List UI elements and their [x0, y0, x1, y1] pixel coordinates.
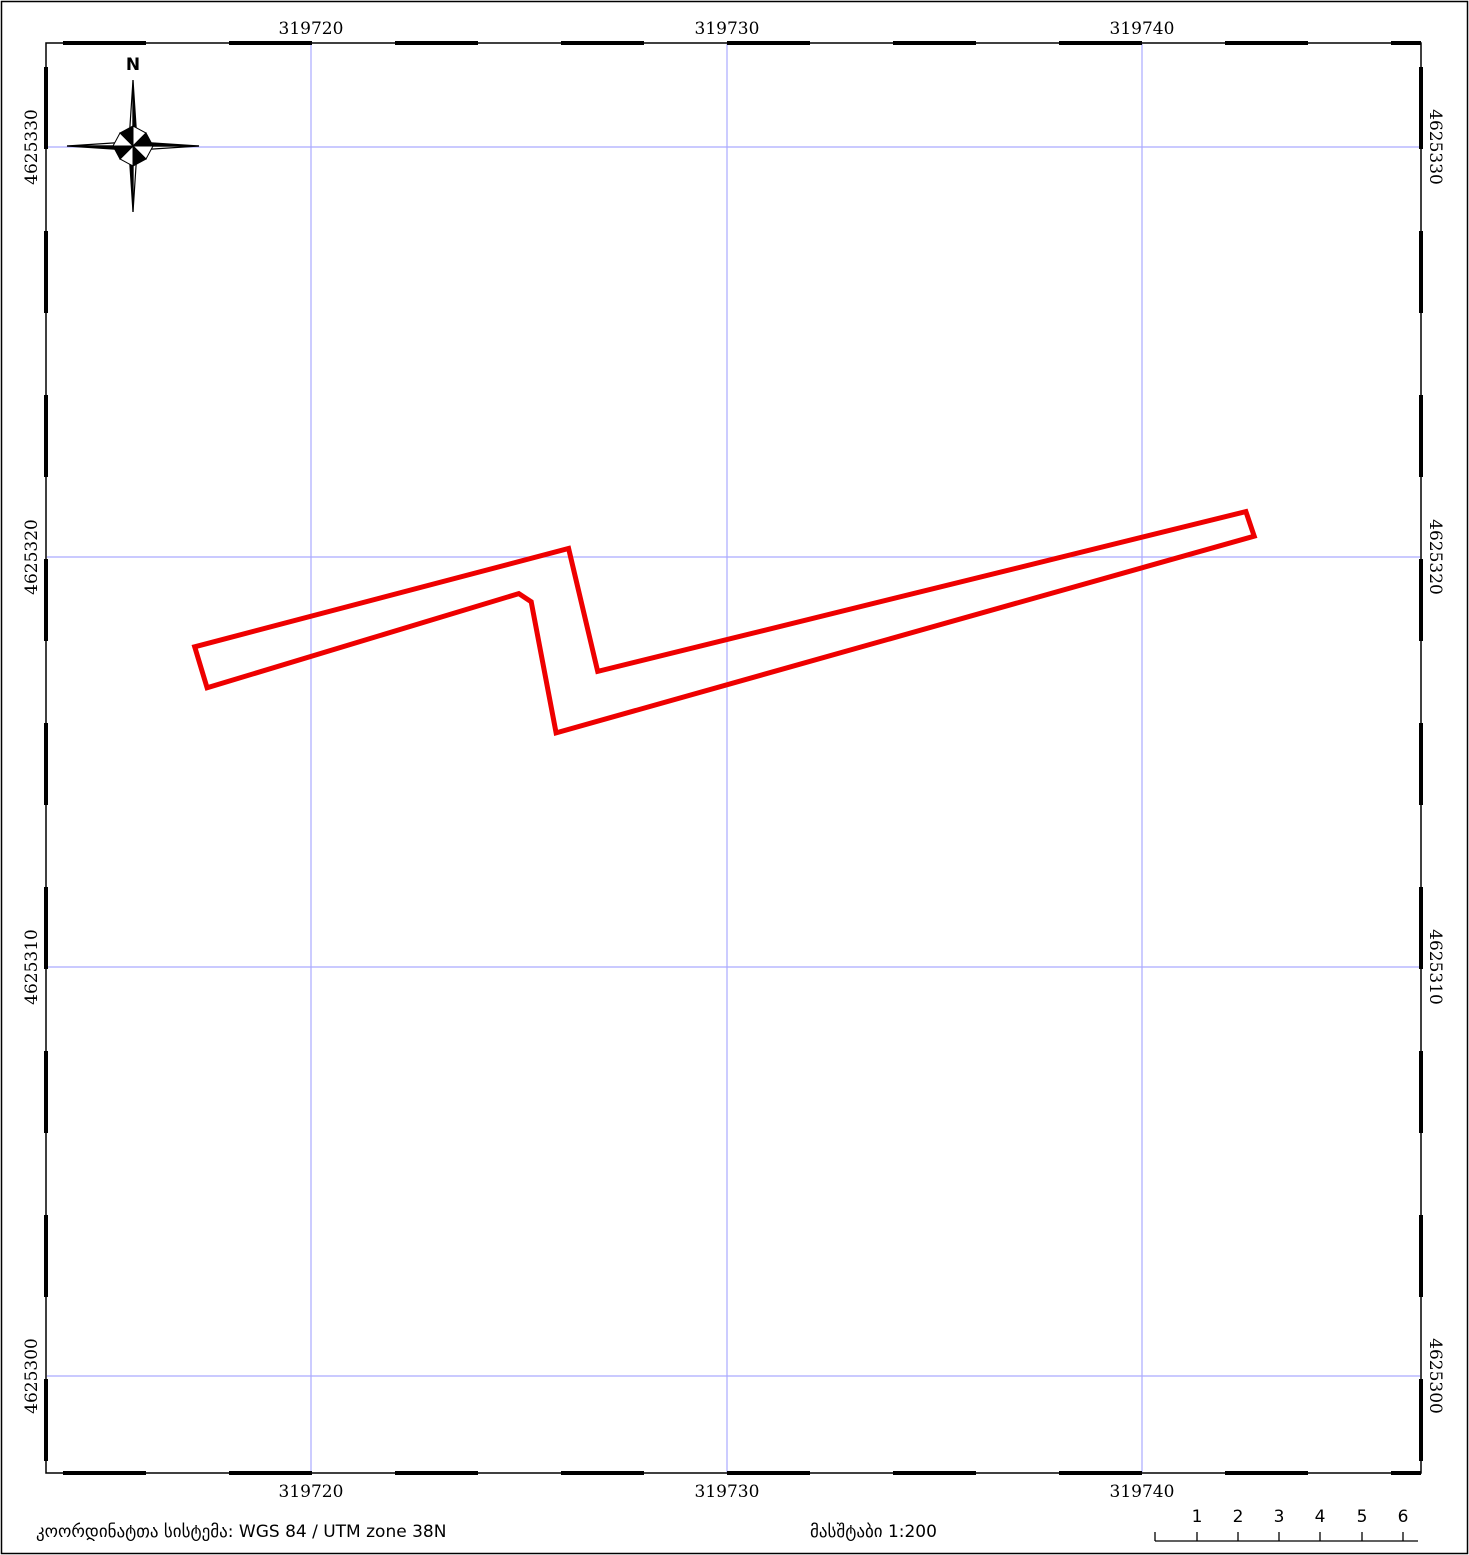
scale-bar-label-3: 3 — [1274, 1507, 1285, 1527]
y-tick-right-4625310: 4625310 — [1425, 929, 1445, 1005]
x-tick-top-319730: 319730 — [695, 19, 760, 39]
x-tick-bottom-319730: 319730 — [695, 1482, 760, 1502]
crs-label: კოორდინატთა სისტემა: WGS 84 / UTM zone 3… — [36, 1522, 447, 1542]
north-label: N — [126, 55, 140, 75]
x-tick-top-319720: 319720 — [279, 19, 344, 39]
y-tick-right-4625330: 4625330 — [1425, 109, 1445, 185]
y-tick-right-4625300: 4625300 — [1425, 1338, 1445, 1414]
frame-zebra — [44, 41, 1423, 1475]
map-frame — [45, 42, 1422, 1474]
parcel-polygon — [191, 508, 1258, 737]
x-tick-top-319740: 319740 — [1110, 19, 1175, 39]
x-tick-bottom-319740: 319740 — [1110, 1482, 1175, 1502]
grid-lines — [47, 44, 1420, 1472]
scale-bar-label-2: 2 — [1233, 1507, 1244, 1527]
scale-bar-label-4: 4 — [1315, 1507, 1326, 1527]
y-tick-left-4625320: 4625320 — [22, 519, 42, 595]
y-tick-left-4625310: 4625310 — [22, 929, 42, 1005]
scale-bar-label-5: 5 — [1357, 1507, 1368, 1527]
north-arrow-icon — [66, 79, 200, 213]
y-tick-right-4625320: 4625320 — [1425, 519, 1445, 595]
y-tick-left-4625300: 4625300 — [22, 1338, 42, 1414]
scale-label: მასშტაბი 1:200 — [810, 1522, 937, 1542]
x-tick-bottom-319720: 319720 — [279, 1482, 344, 1502]
y-tick-left-4625330: 4625330 — [22, 109, 42, 185]
scale-bar — [1154, 1532, 1418, 1542]
scale-bar-label-1: 1 — [1192, 1507, 1203, 1527]
scale-bar-label-6: 6 — [1398, 1507, 1409, 1527]
